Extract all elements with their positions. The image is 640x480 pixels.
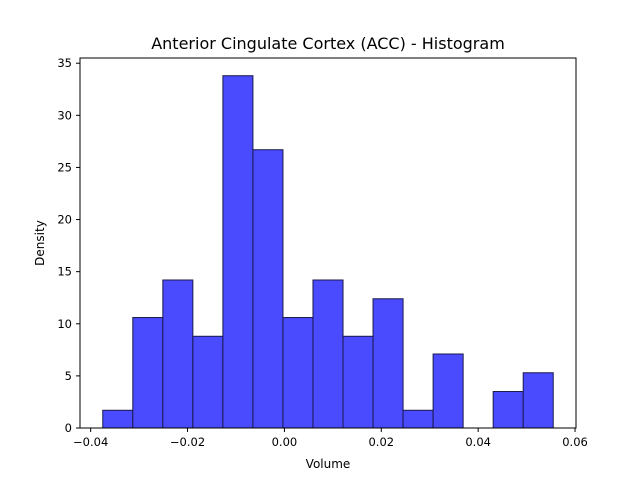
y-tick-label: 35 [57,56,72,70]
histogram-bar [492,391,524,429]
plot-frame [79,57,577,429]
y-tick-label: 15 [57,265,72,279]
histogram-bar [222,75,254,429]
histogram-bar [192,335,224,429]
histogram-bar [342,335,374,429]
y-tick-label: 10 [57,317,72,331]
histogram-bar [312,279,344,429]
x-tick-label: 0.00 [272,435,298,449]
y-tick-label: 30 [57,108,72,122]
bars-group [102,75,554,429]
x-axis: −0.04 −0.02 0.00 0.02 0.04 0.06 [73,428,588,449]
histogram-bar [432,353,464,429]
histogram-bar [162,279,194,429]
y-tick-label: 20 [57,213,72,227]
x-tick-label: −0.04 [73,435,108,449]
histogram-bar [522,372,554,429]
x-tick-label: 0.06 [562,435,588,449]
histogram-bar [282,317,314,429]
histogram-bar [132,317,164,429]
y-tick-label: 25 [57,160,72,174]
y-axis: 0 5 10 15 20 25 30 35 [57,56,80,435]
x-tick-label: −0.02 [170,435,205,449]
histogram-bar [372,298,404,429]
y-tick-label: 5 [65,369,72,383]
histogram-bar [402,409,434,429]
x-axis-label: Volume [306,457,351,471]
y-axis-label: Density [33,220,47,266]
y-tick-label: 0 [65,421,72,435]
chart-title: Anterior Cingulate Cortex (ACC) - Histog… [151,34,505,53]
histogram-bar [102,409,134,429]
x-tick-label: 0.02 [368,435,394,449]
x-tick-label: 0.04 [465,435,491,449]
histogram-bar [252,149,284,429]
